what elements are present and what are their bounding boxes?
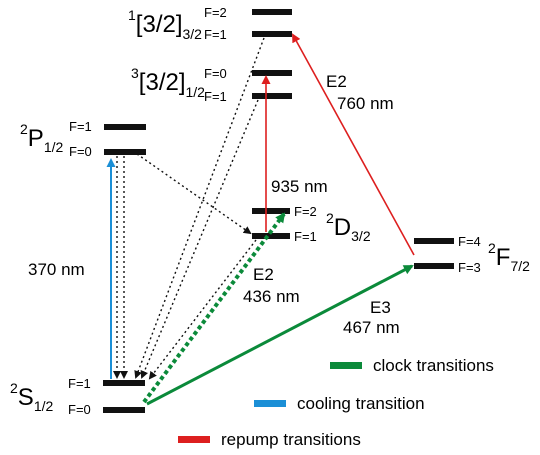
flabel-b32-upper: F=2 (204, 5, 227, 20)
term-p12: 2P1/2 (20, 121, 63, 155)
decay-p12-to-d32 (136, 153, 252, 235)
flabel-f72-upper: F=4 (458, 234, 481, 249)
decay-b12-to-s12 (140, 99, 259, 379)
repump-760-arrow (292, 33, 415, 256)
flabel-b12-upper: F=0 (204, 66, 227, 81)
level-b32-f2 (252, 9, 292, 15)
level-b12-f1 (252, 93, 292, 99)
clock-e3-arrow (146, 264, 414, 406)
legend-clock-label: clock transitions (373, 356, 494, 375)
term-s12: 2S1/2 (10, 380, 53, 414)
term-f72: 2F7/2 (488, 240, 530, 274)
level-s12-f1 (103, 380, 145, 386)
label-370nm: 370 nm (28, 260, 85, 279)
decay-d32-to-s12 (148, 239, 257, 380)
flabel-d32-lower: F=1 (294, 229, 317, 244)
flabel-f72-lower: F=3 (458, 260, 481, 275)
clock-e2-arrow (142, 212, 286, 404)
term-b12: 3[3/2]1/2 (131, 65, 205, 100)
flabel-b12-lower: F=1 (204, 89, 227, 104)
level-f72-f3 (414, 263, 454, 269)
flabel-d32-upper: F=2 (294, 204, 317, 219)
level-b12-f0 (252, 70, 292, 76)
legend-repump-swatch (178, 436, 210, 443)
label-467nm: 467 nm (343, 318, 400, 337)
label-760nm: 760 nm (337, 94, 394, 113)
legend-clock-swatch (330, 362, 362, 369)
label-e3-467-type: E3 (370, 298, 391, 317)
level-b32-f1 (252, 31, 292, 37)
term-b32: 1[3/2]3/2 (128, 7, 202, 42)
level-f72-f4 (414, 238, 454, 244)
flabel-s12-upper: F=1 (68, 376, 91, 391)
level-p12-f1 (104, 124, 146, 130)
legend-cooling-swatch (254, 400, 286, 407)
legend-cooling-label: cooling transition (297, 394, 425, 413)
label-e2-436-type: E2 (253, 265, 274, 284)
label-935nm: 935 nm (271, 177, 328, 196)
level-d32-f2 (252, 208, 290, 214)
label-e2-760-type: E2 (326, 72, 347, 91)
level-s12-f0 (103, 407, 145, 413)
term-d32: 2D3/2 (326, 210, 371, 244)
legend: clock transitions cooling transition rep… (178, 356, 494, 449)
flabel-p12-lower: F=0 (69, 144, 92, 159)
level-p12-f0 (104, 149, 146, 155)
decay-b32-to-s12 (134, 37, 265, 379)
level-d32-f1 (252, 233, 290, 239)
flabel-s12-lower: F=0 (68, 402, 91, 417)
label-436nm: 436 nm (243, 287, 300, 306)
legend-repump-label: repump transitions (221, 430, 361, 449)
flabel-p12-upper: F=1 (69, 119, 92, 134)
flabel-b32-lower: F=1 (204, 27, 227, 42)
